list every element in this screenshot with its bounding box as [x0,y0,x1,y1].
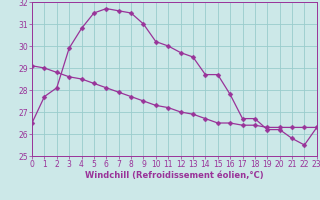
X-axis label: Windchill (Refroidissement éolien,°C): Windchill (Refroidissement éolien,°C) [85,171,264,180]
